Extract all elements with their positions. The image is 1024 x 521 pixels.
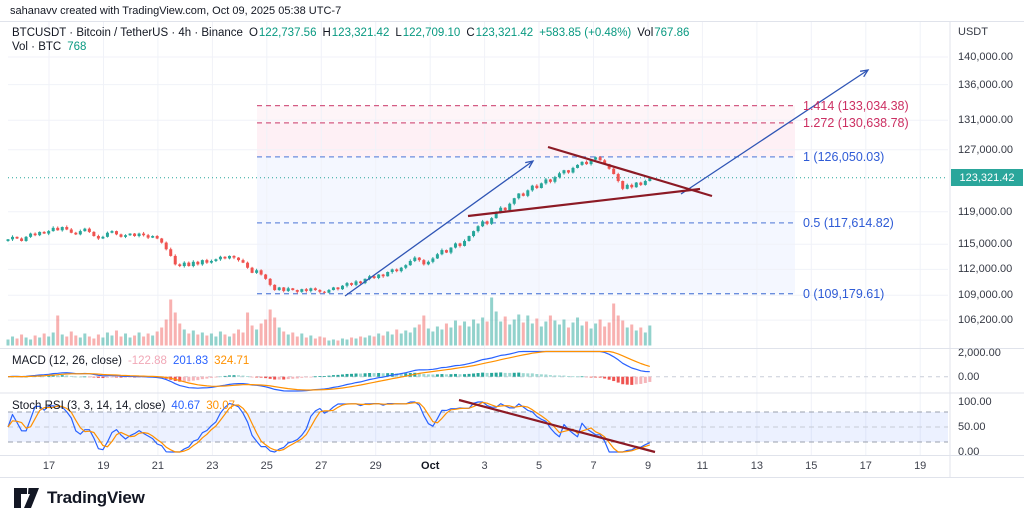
tradingview-logo-icon <box>14 488 39 508</box>
vol-btc-label: Vol · BTC <box>12 41 62 53</box>
time-axis-label: 13 <box>750 460 764 472</box>
symbol-legend-row[interactable]: BTCUSDT · Bitcoin / TetherUS · 4h · Bina… <box>12 26 689 40</box>
price-axis-label: 119,000.00 <box>958 206 1013 218</box>
price-axis-label: 127,000.00 <box>958 144 1014 156</box>
macd-label: MACD (12, 26, close) <box>12 355 122 367</box>
stoch-label: Stoch RSI (3, 3, 14, 14, close) <box>12 400 166 412</box>
time-axis-label: 3 <box>481 460 488 472</box>
time-axis-label: 5 <box>535 460 543 472</box>
time-axis-label: 17 <box>42 460 56 472</box>
low-value: 122,709.10 <box>402 27 461 39</box>
triangle-lower-line[interactable] <box>467 187 701 218</box>
time-axis-label: 9 <box>644 460 652 472</box>
time-axis-label: 27 <box>315 460 328 472</box>
candles <box>6 156 652 294</box>
change-value: +583.85 (+0.48%) <box>539 27 632 39</box>
time-axis-label: 19 <box>914 460 927 472</box>
high-value: 123,321.42 <box>331 27 390 39</box>
triangle-upper-line[interactable] <box>547 145 713 198</box>
macd-line-value: 201.83 <box>172 355 209 367</box>
volume-legend-row[interactable]: Vol · BTC 768 <box>12 40 86 54</box>
high-label: H <box>322 27 331 39</box>
volume-value: 767.86 <box>654 27 690 39</box>
low-label: L <box>395 27 402 39</box>
price-axis-label: 131,000.00 <box>958 114 1014 126</box>
fib-level-label[interactable]: 0 (109,179.61) <box>803 287 885 301</box>
macd-signal-value: 324.71 <box>214 355 250 367</box>
price-axis-label: 115,000.00 <box>958 238 1013 250</box>
open-label: O <box>248 27 258 39</box>
time-axis-label: 17 <box>859 460 872 472</box>
stoch-axis-label: 50.00 <box>958 421 986 433</box>
last-price-badge[interactable]: 123,321.42 <box>951 169 1023 186</box>
macd-legend-row[interactable]: MACD (12, 26, close) -122.88 201.83 324.… <box>12 354 249 368</box>
macd-axis-label: 0.00 <box>958 371 980 383</box>
stoch-d-value: 30.07 <box>206 400 235 412</box>
fib-level-label[interactable]: 1.272 (130,638.78) <box>803 116 909 130</box>
date-gridlines <box>48 22 921 455</box>
stoch-k-value: 40.67 <box>171 400 201 412</box>
fib-zone-fills <box>257 105 795 294</box>
stoch-trendline[interactable] <box>458 398 656 454</box>
price-axis-label: 136,000.00 <box>958 79 1014 91</box>
time-axis-label: 21 <box>151 460 165 472</box>
fib-level-label[interactable]: 1.414 (133,034.38) <box>803 99 909 113</box>
price-axis-label: 109,000.00 <box>958 289 1014 301</box>
macd-hist-value: -122.88 <box>127 355 167 367</box>
time-axis-label: 29 <box>369 460 382 472</box>
stoch-axis-label: 0.00 <box>958 446 980 458</box>
price-axis-label: 106,200.00 <box>958 314 1014 326</box>
vol-btc-value: 768 <box>67 41 87 53</box>
price-axis-label: 112,000.00 <box>958 263 1013 275</box>
projection-arrow[interactable] <box>680 69 870 195</box>
fib-level-label[interactable]: 0.5 (117,614.82) <box>803 216 894 230</box>
time-axis-label: 25 <box>260 460 273 472</box>
close-value: 123,321.42 <box>475 27 534 39</box>
volume-bars <box>6 297 652 346</box>
stoch-axis-label: 100.00 <box>958 396 992 408</box>
time-axis-label: 23 <box>206 460 219 472</box>
volume-label: Vol <box>637 27 654 39</box>
symbol-title: BTCUSDT · Bitcoin / TetherUS · 4h · Bina… <box>12 27 243 39</box>
open-value: 122,737.56 <box>258 27 317 39</box>
tradingview-logo-text: TradingView <box>47 488 145 507</box>
time-axis-label: 19 <box>97 460 110 472</box>
price-axis-currency: USDT <box>958 26 988 38</box>
price-axis-label: 140,000.00 <box>958 51 1014 63</box>
time-axis-label: 15 <box>805 460 818 472</box>
stoch-d-line <box>7 401 650 453</box>
pane-separators[interactable] <box>0 21 1024 478</box>
fib-level-label[interactable]: 1 (126,050.03) <box>803 150 885 164</box>
time-axis-label: Oct <box>421 460 440 472</box>
macd-signal-line <box>7 350 650 391</box>
stoch-band-lines <box>8 411 948 443</box>
time-axis-label: 11 <box>696 460 709 472</box>
time-axis-label: 7 <box>590 460 597 472</box>
tradingview-logo[interactable]: TradingView <box>13 487 145 509</box>
macd-axis-label: 2,000.00 <box>958 347 1001 359</box>
stoch-rsi-legend-row[interactable]: Stoch RSI (3, 3, 14, 14, close) 40.67 30… <box>12 399 235 413</box>
close-label: C <box>466 27 475 39</box>
attribution-text: sahanavv created with TradingView.com, O… <box>10 5 342 17</box>
trend-line-up[interactable] <box>344 160 535 297</box>
